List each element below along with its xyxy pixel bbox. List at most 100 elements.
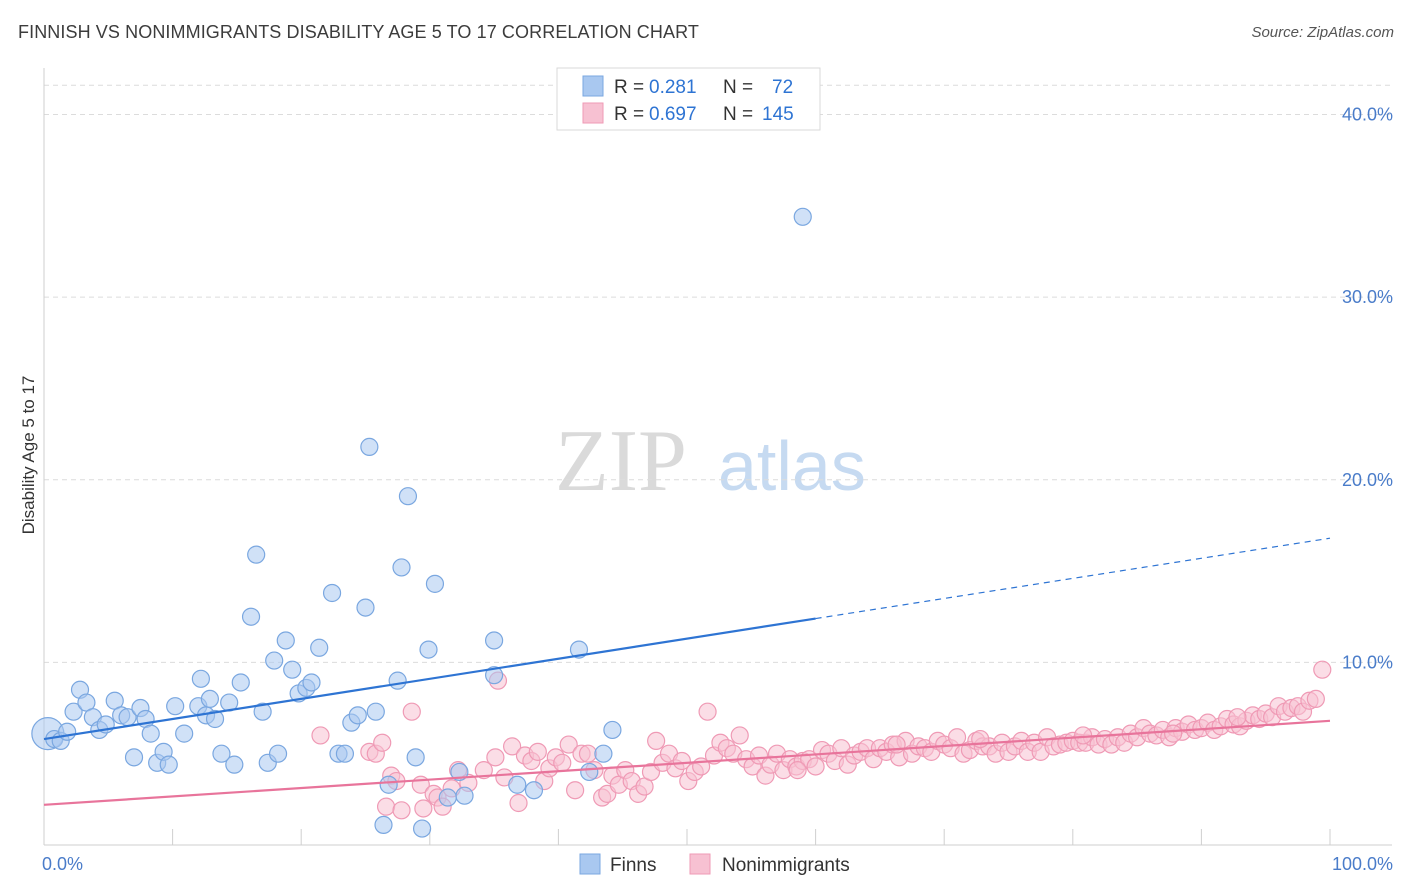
finns-point xyxy=(241,607,261,626)
finns-point xyxy=(438,788,457,807)
finns-point xyxy=(276,631,295,650)
finns-point xyxy=(392,558,411,577)
finns-point xyxy=(388,671,407,690)
finns-point xyxy=(594,744,613,763)
nonimmigrants-point xyxy=(1073,726,1093,745)
finns-point xyxy=(450,762,469,782)
finns-point xyxy=(425,574,445,593)
finns-point xyxy=(231,673,250,692)
finns-point xyxy=(793,207,812,226)
nonimmigrants-point xyxy=(788,761,807,780)
x-axis-ticks xyxy=(172,829,1331,845)
legend-n-label-nonimmigrants: N = xyxy=(723,104,753,125)
legend-box: R = 0.281 N = 72 R = 0.697 N = 145 xyxy=(556,67,821,131)
finns-point xyxy=(200,689,219,709)
legend-r-label-finns: R = xyxy=(614,77,644,98)
bottom-legend-label-finns: Finns xyxy=(610,855,656,876)
finns-point xyxy=(398,487,418,506)
x-tick-label: 100.0% xyxy=(1332,854,1393,874)
nonimmigrants-point xyxy=(474,761,493,780)
nonimmigrants-point xyxy=(509,793,528,813)
nonimmigrants-point xyxy=(647,731,666,751)
finns-point xyxy=(524,781,544,800)
nonimmigrants-point xyxy=(672,751,691,771)
legend-r-value-nonimmigrants: 0.697 xyxy=(649,104,697,125)
finns-point xyxy=(485,631,504,650)
x-axis-tick-labels: 0.0% 100.0% xyxy=(42,854,1393,874)
watermark-zip: ZIP xyxy=(555,413,687,510)
trend-lines xyxy=(43,537,1331,806)
finns-point xyxy=(64,702,83,721)
finns-point xyxy=(212,744,231,763)
nonimmigrants-point xyxy=(806,757,825,776)
finns-point xyxy=(225,755,244,774)
legend-r-value-finns: 0.281 xyxy=(649,77,697,98)
legend-r-label-nonimmigrants: R = xyxy=(614,104,644,125)
finns-point xyxy=(159,755,178,774)
finns-point xyxy=(58,722,77,741)
legend-swatch-finns xyxy=(582,75,604,97)
y-tick-label: 40.0% xyxy=(1342,105,1393,125)
nonimmigrants-point xyxy=(947,728,967,747)
finns-point xyxy=(374,815,393,835)
nonimmigrants-point xyxy=(566,781,585,800)
nonimmigrants-point xyxy=(402,702,421,721)
finns-point xyxy=(580,762,599,782)
nonimmigrants-point xyxy=(698,702,717,721)
nonimmigrants-point xyxy=(503,737,522,756)
finns-point xyxy=(508,775,527,794)
finns-point xyxy=(175,724,194,743)
nonimmigrants-trend-line xyxy=(43,719,1331,806)
legend-n-value-finns: 72 xyxy=(772,77,793,98)
finns-point xyxy=(166,697,185,716)
y-axis-tick-labels: 10.0% 20.0% 30.0% 40.0% xyxy=(1342,105,1393,673)
finns-point xyxy=(141,724,160,743)
finns-point xyxy=(268,744,288,763)
nonimmigrants-point xyxy=(528,742,547,761)
finns-point xyxy=(265,651,284,670)
chart-title: FINNISH VS NONIMMIGRANTS DISABILITY AGE … xyxy=(18,22,699,42)
series-nonimmigrants xyxy=(311,660,1332,820)
x-tick-label: 0.0% xyxy=(42,854,83,874)
finns-point xyxy=(455,786,474,805)
finns-trend-line xyxy=(43,617,816,741)
finns-point xyxy=(406,748,425,767)
bottom-legend-label-nonimmigrants: Nonimmigrants xyxy=(722,855,850,876)
finns-point xyxy=(419,640,438,659)
nonimmigrants-point xyxy=(376,797,396,816)
series-finns xyxy=(31,207,812,838)
nonimmigrants-point xyxy=(311,726,330,745)
finns-point xyxy=(485,666,504,685)
nonimmigrants-point xyxy=(1228,708,1247,727)
nonimmigrants-point xyxy=(392,801,411,820)
source-credit: Source: ZipAtlas.com xyxy=(1251,24,1394,41)
finns-point xyxy=(412,819,432,838)
finns-point xyxy=(302,673,321,692)
watermark-atlas: atlas xyxy=(718,427,866,505)
nonimmigrants-point xyxy=(486,748,505,767)
nonimmigrants-point xyxy=(1306,689,1325,709)
finns-point xyxy=(603,720,622,740)
finns-point xyxy=(379,775,398,794)
finns-point xyxy=(124,748,144,767)
nonimmigrants-point xyxy=(373,733,392,752)
finns-point xyxy=(356,598,375,617)
nonimmigrants-point xyxy=(1313,660,1332,679)
legend-n-value-nonimmigrants: 145 xyxy=(762,104,794,125)
finns-point xyxy=(205,709,225,729)
finns-point xyxy=(322,583,342,603)
y-tick-label: 20.0% xyxy=(1342,470,1393,490)
finns-point xyxy=(247,545,266,564)
nonimmigrants-point xyxy=(559,735,578,754)
finns-point xyxy=(366,702,385,721)
bottom-legend-swatch-nonimmigrants xyxy=(689,853,711,875)
nonimmigrants-point xyxy=(553,753,572,772)
axes xyxy=(43,68,1392,846)
finns-point xyxy=(191,669,210,688)
grid-lines xyxy=(44,84,1392,663)
finns-trend-extension xyxy=(815,537,1331,620)
finns-point xyxy=(283,660,302,679)
y-tick-label: 30.0% xyxy=(1342,287,1393,307)
y-axis-label: Disability Age 5 to 17 xyxy=(19,376,38,535)
